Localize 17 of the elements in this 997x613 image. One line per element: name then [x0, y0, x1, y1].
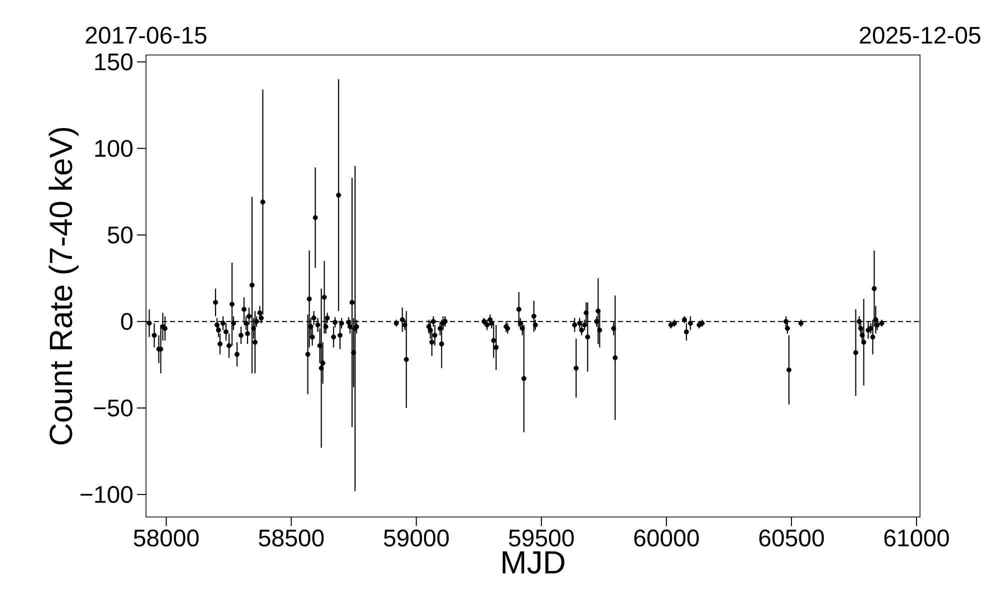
y-tick-label: 0 [121, 312, 133, 330]
text: 2017-06-15 [86, 26, 206, 44]
x-axis-title: MJD [502, 551, 564, 574]
y-tick-label: 150 [95, 53, 133, 70]
x-tick-label: 59000 [384, 530, 449, 547]
text: 2025-12-05 [860, 26, 980, 44]
x-tick-label: 60000 [634, 530, 699, 547]
y-tick-label: −100 [80, 486, 133, 503]
y-tick-label: 100 [95, 140, 133, 157]
x-tick-label: 58000 [134, 530, 199, 547]
y-tick-label: 50 [108, 226, 133, 244]
x-tick-label: 59500 [508, 530, 574, 547]
x-tick-label: 61000 [884, 530, 949, 547]
y-axis-title: Count Rate (7-40 keV) [48, 128, 79, 444]
x-tick-label: 58500 [258, 530, 324, 547]
y-tick-label: −50 [94, 399, 133, 416]
x-tick-label: 60500 [759, 530, 824, 547]
